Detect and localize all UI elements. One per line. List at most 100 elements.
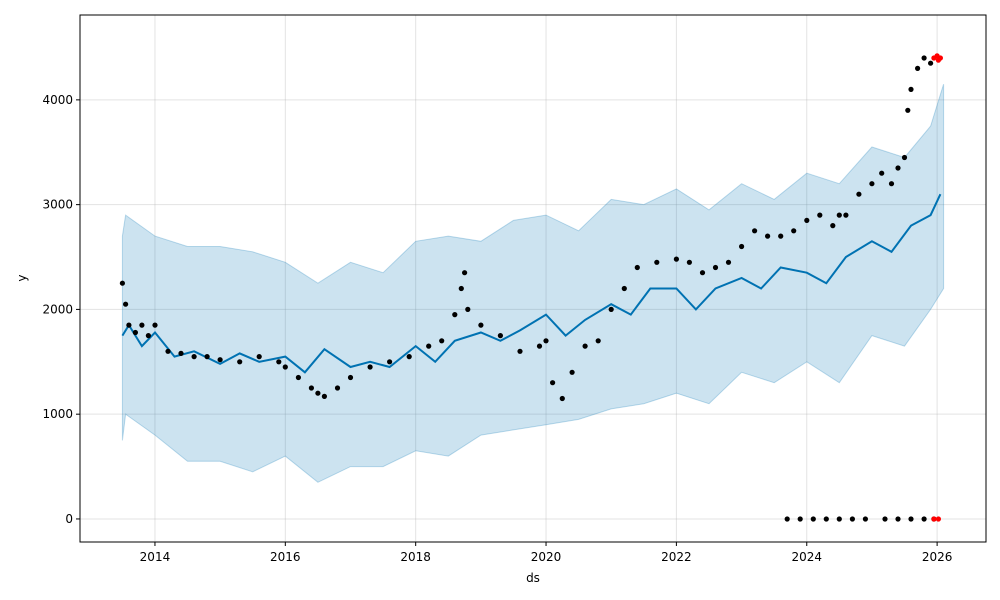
observed-point [699, 270, 706, 276]
points-layer [119, 53, 944, 522]
observed-point [145, 333, 151, 339]
observed-point-zero [921, 516, 927, 522]
observed-point [439, 338, 445, 344]
observed-point [817, 212, 823, 218]
observed-point [569, 369, 575, 375]
observed-point [347, 374, 354, 381]
observed-point [901, 154, 908, 161]
observed-point-zero [908, 516, 914, 522]
observed-point [367, 364, 373, 370]
observed-point [126, 322, 132, 328]
y-tick-label: 4000 [42, 93, 73, 107]
observed-point-zero [810, 516, 816, 522]
observed-point [836, 212, 842, 218]
observed-point [334, 385, 341, 391]
observed-point-zero [895, 516, 901, 522]
observed-point-zero [797, 516, 803, 522]
plot-frame [79, 14, 987, 543]
observed-point [152, 322, 158, 328]
observed-point [132, 329, 138, 336]
observed-point-zero [784, 516, 790, 522]
y-tick-label: 3000 [42, 198, 73, 212]
observed-point [725, 259, 732, 265]
observed-point [282, 364, 288, 370]
observed-point-zero [862, 516, 869, 522]
observed-point [191, 354, 197, 360]
observed-point [888, 181, 895, 187]
observed-point [204, 354, 210, 360]
observed-point [654, 259, 660, 265]
observed-point [119, 280, 125, 286]
observed-point [895, 165, 901, 171]
observed-point [712, 264, 719, 271]
y-tick-label: 1000 [42, 407, 73, 421]
observed-point-zero [882, 516, 888, 522]
observed-point [178, 350, 184, 356]
observed-point [321, 393, 327, 399]
observed-point [791, 228, 797, 234]
observed-point [739, 243, 745, 250]
observed-point [406, 354, 412, 360]
observed-point [458, 285, 464, 292]
observed-point [928, 60, 934, 66]
observed-point [752, 228, 758, 234]
observed-point [165, 348, 171, 354]
observed-point [621, 285, 627, 292]
observed-point [765, 233, 771, 239]
x-tick-label: 2016 [270, 550, 301, 564]
observed-point [465, 306, 471, 312]
observed-point [856, 191, 862, 197]
observed-point [608, 306, 614, 312]
forecast-line-layer [121, 193, 942, 374]
highlight-point [935, 516, 942, 522]
uncertainty-band [121, 83, 945, 483]
observed-point [256, 354, 262, 360]
observed-point [387, 359, 393, 365]
observed-point [497, 333, 503, 339]
highlight-point [931, 516, 937, 522]
observed-point [139, 322, 145, 328]
observed-point [915, 65, 921, 71]
observed-point-zero [823, 516, 829, 522]
observed-point [905, 107, 911, 113]
observed-point [315, 390, 321, 396]
highlight-point [937, 55, 944, 61]
observed-point [543, 338, 549, 344]
y-tick-label: 0 [65, 512, 73, 526]
observed-point [830, 223, 836, 229]
observed-point [276, 359, 282, 365]
observed-point-zero [849, 516, 856, 522]
observed-point [843, 212, 849, 218]
observed-point [921, 55, 927, 61]
observed-point [550, 380, 556, 386]
x-tick-label: 2022 [661, 550, 692, 564]
x-tick-label: 2026 [922, 550, 953, 564]
observed-point [308, 385, 314, 391]
observed-point [237, 359, 243, 365]
y-ticks-layer: 0 1000 2000 3000 4000 [42, 93, 80, 526]
x-tick-label: 2024 [791, 550, 822, 564]
observed-point [462, 270, 468, 276]
observed-point [582, 343, 588, 349]
observed-point [426, 343, 432, 349]
observed-point [559, 395, 565, 402]
observed-point [517, 348, 523, 354]
observed-point [595, 338, 601, 344]
observed-point [804, 217, 810, 223]
y-tick-label: 2000 [42, 302, 73, 316]
x-tick-label: 2020 [531, 550, 562, 564]
observed-point [673, 256, 680, 262]
grid-layer [80, 15, 986, 542]
observed-point [869, 181, 875, 187]
x-ticks-layer: 2014 2016 2018 2020 2022 2024 2026 [140, 542, 953, 564]
observed-point [478, 322, 484, 328]
observed-point [536, 343, 543, 349]
observed-point-zero [836, 516, 842, 522]
observed-point [686, 259, 693, 265]
observed-point [295, 374, 301, 381]
x-axis-label: ds [526, 571, 540, 585]
observed-point [908, 86, 914, 92]
forecast-line [121, 193, 942, 374]
observed-point [634, 264, 640, 271]
